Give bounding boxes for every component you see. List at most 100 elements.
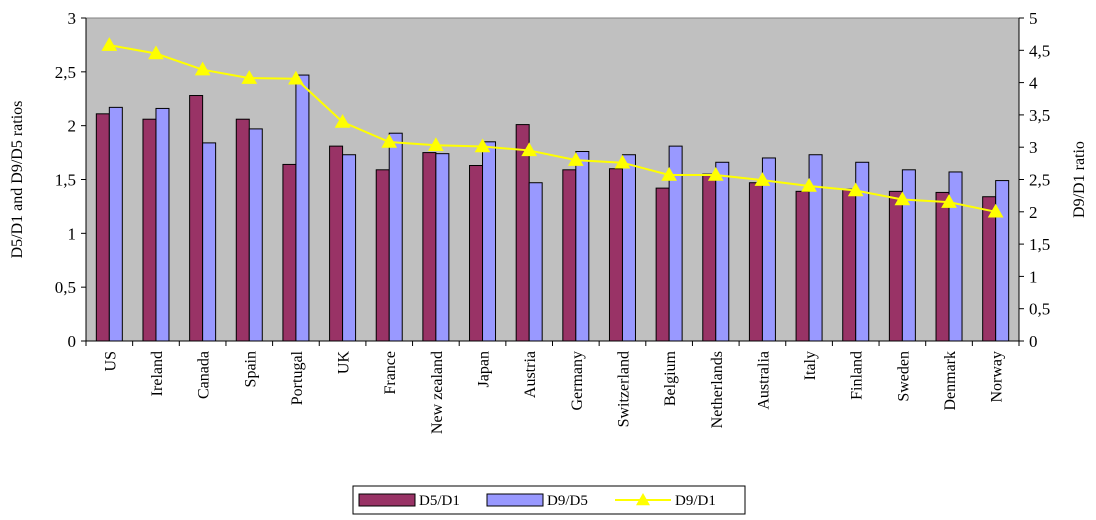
x-tick-label: US [102,351,119,371]
x-tick-label: Denmark [942,351,959,411]
y2-axis-title: D9/D1 ratio [1071,141,1088,218]
point-d9-d1-netherlands [707,166,724,181]
bar-d5-d1-austria [515,124,530,342]
y2-tick-label: 4,5 [1029,41,1050,60]
y2-tick-label: 1 [1029,267,1038,286]
point-d9-d1-australia [754,172,771,186]
line-d9-d1 [109,44,996,213]
x-tick-label: Ireland [149,351,166,396]
plot-area [85,17,1020,342]
point-d9-d1-norway [987,203,1004,218]
bar-d9-d5-portugal [295,74,310,342]
bar-d5-d1-denmark [935,191,950,342]
bar-d9-d5-new-zealand [435,153,450,342]
point-d9-d1-new-zealand [428,137,444,152]
x-tick-label: Finland [849,351,866,400]
bar-d9-d5-switzerland [621,154,636,342]
x-tick-label: Norway [989,351,1006,403]
bar-d5-d1-ireland [142,118,157,342]
y2-tick-label: 4 [1029,74,1038,93]
axes-layer: 0 0,5 1 1,5 2 2,5 3 0 0,5 1 1,5 2 2,5 3 3,5 4 4,5 5 US Irel… [55,9,1051,434]
bar-d5-d1-netherlands [702,173,717,342]
bars-layer [95,74,1010,342]
x-tick-label: Spain [242,351,259,387]
y-tick-label: 2,5 [55,63,76,82]
point-d9-d1-uk [334,113,351,128]
y2-tick-label: 3 [1029,138,1038,157]
x-tick-label: Sweden [895,351,912,402]
point-d9-d1-sweden [894,191,911,206]
point-d9-d1-france [381,134,398,148]
bar-d9-d5-spain [248,128,263,342]
bar-d5-d1-norway [982,196,997,342]
bar-d5-d1-canada [189,95,204,342]
x-tick-label: Belgium [662,350,679,406]
point-d9-d1-switzerland [614,154,631,169]
y2-tick-label: 1,5 [1029,235,1050,254]
point-d9-d1-denmark [941,194,957,208]
bar-d5-d1-japan [469,165,484,342]
x-tick-label: Portugal [289,350,306,405]
x-tick-label: Germany [569,351,586,411]
x-tick-label: France [382,351,399,395]
bar-d9-d5-netherlands [715,161,730,342]
bar-d9-d5-france [388,132,403,342]
bar-d5-d1-belgium [655,187,670,342]
x-tick-label: Switzerland [615,351,632,427]
x-tick-label: Netherlands [709,351,726,428]
y-axis-title: D5/D1 and D9/D5 ratios [9,101,26,259]
y-tick-label: 3 [68,9,77,28]
bar-d5-d1-germany [562,169,577,342]
point-d9-d1-ireland [148,45,164,60]
point-d9-d1-canada [194,61,211,76]
point-d9-d1-portugal [288,70,304,85]
bar-d5-d1-portugal [282,163,297,342]
point-d9-d1-us [101,37,118,51]
x-tick-label: Australia [755,351,772,410]
point-d9-d1-italy [801,177,817,192]
line-layer [101,37,1004,218]
point-d9-d1-finland [847,182,864,197]
legend: D5/D1 D9/D5 D9/D1 [352,485,746,515]
y2-tick-label: 2,5 [1029,171,1050,190]
point-d9-d1-spain [241,70,258,84]
point-d9-d1-belgium [661,166,677,181]
y2-tick-label: 5 [1029,9,1038,28]
legend-swatch-d9-d5 [486,493,544,507]
bar-d5-d1-us [95,113,110,342]
legend-box [352,485,746,515]
bar-d5-d1-australia [748,182,763,342]
x-tick-label: Austria [522,351,539,398]
legend-label-d5-d1: D5/D1 [419,493,460,509]
bar-d5-d1-italy [795,190,810,342]
y2-tick-label: 0 [1029,332,1038,351]
x-tick-label: Italy [802,351,819,380]
y-tick-label: 1 [68,224,77,243]
legend-swatch-d5-d1 [358,493,416,507]
legend-marker-d9-d1 [636,493,650,506]
y-tick-label: 0 [68,332,77,351]
y2-tick-label: 2 [1029,203,1038,222]
x-tick-label: UK [336,351,353,375]
bar-d9-d5-norway [995,180,1010,342]
legend-label-d9-d5: D9/D5 [547,493,588,509]
point-d9-d1-germany [567,152,584,166]
bar-d5-d1-france [375,169,390,342]
point-d9-d1-japan [474,138,491,153]
y2-tick-label: 3,5 [1029,106,1050,125]
bar-d9-d5-austria [528,182,543,342]
bar-d9-d5-canada [202,142,217,342]
bar-d5-d1-new-zealand [422,152,437,342]
bar-d9-d5-japan [482,141,497,342]
y-tick-label: 2 [68,117,77,136]
y-tick-label: 0,5 [55,278,76,297]
bar-d9-d5-us [108,106,123,342]
point-d9-d1-austria [521,142,538,157]
bar-d5-d1-finland [842,188,857,342]
legend-label-d9-d1: D9/D1 [675,493,716,509]
bar-d9-d5-germany [575,151,590,342]
x-tick-label: New zealand [429,351,446,434]
bar-d5-d1-switzerland [608,168,623,342]
bar-d9-d5-ireland [155,107,170,342]
